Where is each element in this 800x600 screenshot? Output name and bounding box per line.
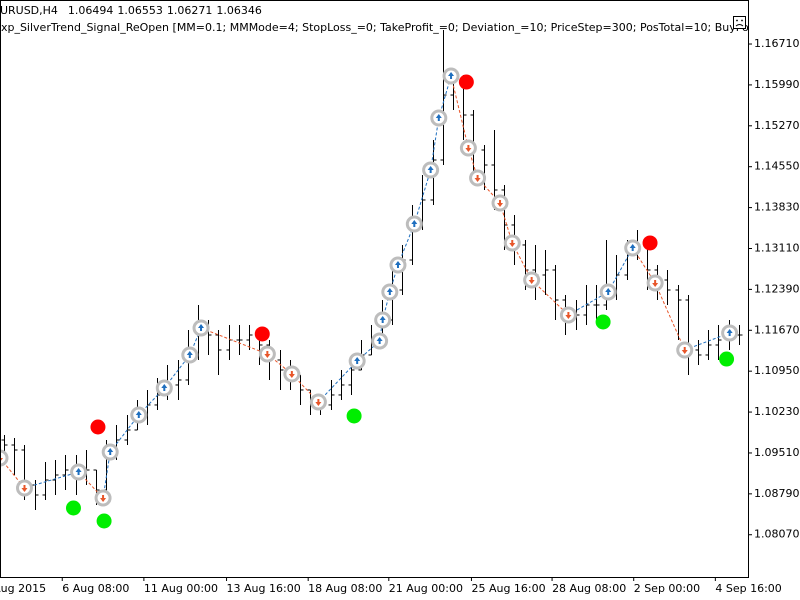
sell-signal bbox=[458, 74, 474, 90]
trend-arrow bbox=[376, 337, 383, 345]
trend-segment bbox=[318, 360, 358, 403]
expert-label: Exp_SilverTrend_Signal_ReOpen [MM=0.1; M… bbox=[0, 21, 800, 34]
y-tick-label: 1.08070 bbox=[754, 528, 800, 541]
trend-arrow bbox=[726, 329, 733, 337]
y-tick-label: 1.15990 bbox=[754, 78, 800, 91]
trend-arrow bbox=[100, 494, 107, 502]
buy-signal bbox=[65, 500, 81, 516]
trend-arrow bbox=[198, 324, 205, 332]
sell-signal bbox=[642, 235, 658, 251]
buy-signal bbox=[96, 513, 112, 529]
header-value: 1.06271 bbox=[167, 4, 213, 17]
trend-arrow bbox=[528, 277, 535, 285]
trend-arrow bbox=[509, 239, 516, 247]
y-tick-label: 1.13830 bbox=[754, 201, 800, 214]
y-tick-label: 1.12390 bbox=[754, 282, 800, 295]
trend-arrow bbox=[629, 243, 636, 251]
buy-signal bbox=[595, 314, 611, 330]
trend-arrow bbox=[474, 175, 481, 183]
header-value: 1.06494 bbox=[68, 4, 114, 17]
trend-segment bbox=[430, 117, 440, 171]
sell-signal bbox=[254, 326, 270, 342]
trend-segment bbox=[413, 169, 432, 225]
y-tick-label: 1.10950 bbox=[754, 364, 800, 377]
trend-arrow bbox=[681, 346, 688, 354]
trend-arrow bbox=[75, 467, 82, 475]
trend-arrow bbox=[497, 199, 504, 207]
x-tick-label: 2 Sep 00:00 bbox=[634, 582, 700, 595]
header-value: 1.06553 bbox=[117, 4, 163, 17]
trend-arrow bbox=[161, 383, 168, 391]
trend-arrow bbox=[21, 484, 28, 492]
y-tick-label: 1.11670 bbox=[754, 323, 800, 336]
trend-arrow bbox=[186, 350, 193, 358]
sell-signal bbox=[90, 419, 106, 435]
trend-segment bbox=[24, 471, 79, 489]
trend-arrow bbox=[394, 261, 401, 269]
x-tick-label: 4 Sep 16:00 bbox=[715, 582, 781, 595]
y-tick-label: 1.16710 bbox=[754, 37, 800, 50]
trend-arrow bbox=[605, 287, 612, 295]
x-tick-label: 11 Aug 00:00 bbox=[144, 582, 218, 595]
x-tick-label: 13 Aug 16:00 bbox=[227, 582, 301, 595]
trend-arrow bbox=[315, 399, 322, 407]
trend-arrow bbox=[386, 287, 393, 295]
trend-segment bbox=[200, 327, 268, 355]
trend-arrow bbox=[288, 371, 295, 379]
trend-arrow bbox=[379, 315, 386, 323]
trend-segment bbox=[654, 282, 686, 351]
trend-arrow bbox=[448, 71, 455, 79]
trend-arrow bbox=[107, 447, 114, 455]
x-tick-label: 25 Aug 16:00 bbox=[471, 582, 545, 595]
trend-arrow bbox=[652, 279, 659, 287]
expert-icon bbox=[733, 16, 746, 29]
buy-signal bbox=[719, 351, 735, 367]
trend-arrow bbox=[354, 357, 361, 365]
trend-point bbox=[0, 449, 9, 467]
x-tick-label: 28 Aug 08:00 bbox=[552, 582, 626, 595]
symbol: EURUSD,H4 bbox=[0, 4, 58, 17]
y-tick-label: 1.08790 bbox=[754, 487, 800, 500]
trend-arrow bbox=[565, 311, 572, 319]
y-tick-label: 1.14550 bbox=[754, 160, 800, 173]
trend-arrow bbox=[135, 410, 142, 418]
buy-signal bbox=[346, 408, 362, 424]
trend-arrow bbox=[264, 351, 271, 359]
y-tick-label: 1.09510 bbox=[754, 446, 800, 459]
y-tick-label: 1.13110 bbox=[754, 241, 800, 254]
trend-arrow bbox=[411, 220, 418, 228]
x-tick-label: 18 Aug 08:00 bbox=[308, 582, 382, 595]
header-value: 1.06346 bbox=[216, 4, 262, 17]
trend-segment bbox=[450, 75, 469, 149]
trend-arrow bbox=[427, 165, 434, 173]
trend-arrow bbox=[435, 114, 442, 122]
trend-arrow bbox=[465, 145, 472, 153]
y-tick-label: 1.15270 bbox=[754, 119, 800, 132]
x-tick-label: 21 Aug 00:00 bbox=[389, 582, 463, 595]
y-tick-label: 1.10230 bbox=[754, 405, 800, 418]
x-tick-label: 3 Aug 2015 bbox=[0, 582, 46, 595]
x-tick-label: 6 Aug 08:00 bbox=[62, 582, 129, 595]
